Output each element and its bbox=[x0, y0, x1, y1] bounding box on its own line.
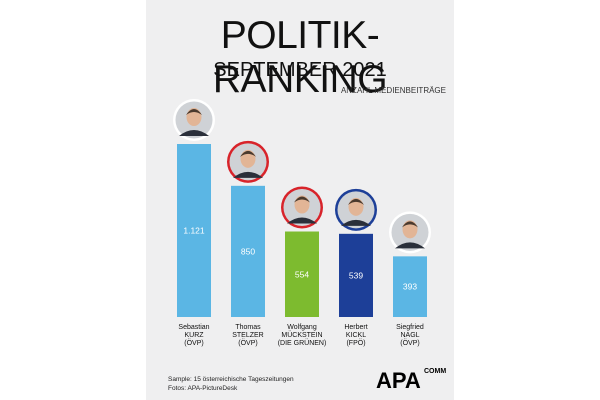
portrait-4 bbox=[335, 188, 377, 231]
apa-logo-text: APA bbox=[376, 368, 421, 390]
category-label-3-line-3: (DIE GRÜNEN) bbox=[278, 339, 327, 347]
bar-5 bbox=[393, 256, 427, 317]
category-label-2-line-1: Thomas bbox=[235, 324, 261, 331]
portrait-1 bbox=[173, 99, 215, 141]
bar-1 bbox=[177, 144, 211, 317]
value-label-5: 393 bbox=[403, 282, 417, 292]
category-label-1-line-1: Sebastian bbox=[178, 324, 209, 331]
chart-subtitle: SEPTEMBER 2021 bbox=[213, 59, 387, 81]
category-label-2-line-3: (ÖVP) bbox=[238, 339, 257, 347]
category-label-4-line-1: Herbert bbox=[344, 324, 367, 331]
infographic-card: POLITIK-RANKING SEPTEMBER 2021 ANZAHL ME… bbox=[146, 0, 454, 400]
portrait-5 bbox=[389, 211, 431, 254]
category-label-3-line-1: Wolfgang bbox=[287, 324, 317, 331]
category-label-1-line-3: (ÖVP) bbox=[184, 339, 203, 347]
value-label-4: 539 bbox=[349, 270, 363, 280]
bar-chart: 1.121SebastianKURZ(ÖVP)850ThomasSTELZER(… bbox=[173, 99, 431, 347]
bar-4 bbox=[339, 233, 373, 317]
portrait-2 bbox=[227, 140, 269, 183]
category-label-5-line-1: Siegfried bbox=[396, 324, 424, 331]
photo-credit: Fotos: APA-PictureDesk bbox=[168, 385, 238, 392]
category-label-4-line-2: KICKL bbox=[346, 332, 366, 339]
category-label-5-line-2: NAGL bbox=[400, 332, 419, 339]
bar-2 bbox=[231, 185, 265, 317]
category-label-2-line-2: STELZER bbox=[232, 332, 264, 339]
apa-logo-sub: COMM bbox=[424, 368, 447, 375]
sample-note: Sample: 15 österreichische Tageszeitunge… bbox=[168, 376, 294, 383]
chart-title: POLITIK-RANKING bbox=[212, 14, 388, 101]
portrait-3 bbox=[281, 186, 323, 229]
value-label-1: 1.121 bbox=[183, 226, 205, 236]
unit-label: ANZAHL MEDIENBEITRÄGE bbox=[340, 86, 446, 95]
bar-3 bbox=[285, 231, 319, 317]
category-label-1-line-2: KURZ bbox=[184, 332, 204, 339]
value-label-2: 850 bbox=[241, 246, 255, 256]
apa-logo: APA bbox=[376, 368, 421, 390]
category-label-5-line-3: (ÖVP) bbox=[400, 339, 419, 347]
category-label-3-line-2: MÜCKSTEIN bbox=[281, 331, 322, 339]
value-label-3: 554 bbox=[295, 269, 309, 279]
category-label-4-line-3: (FPÖ) bbox=[346, 339, 365, 347]
